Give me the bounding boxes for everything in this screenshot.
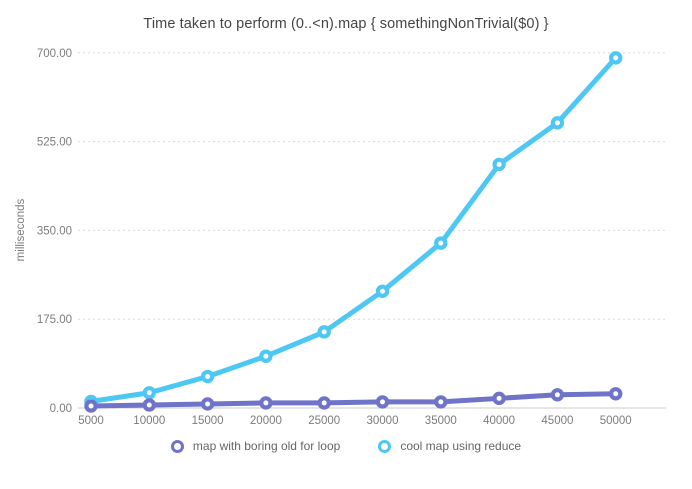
- data-point-marker[interactable]: [492, 157, 506, 172]
- series-line: [88, 55, 619, 404]
- data-point-marker[interactable]: [375, 395, 390, 409]
- x-tick-label: 40000: [483, 415, 515, 427]
- data-point-marker[interactable]: [550, 116, 565, 130]
- series-line: [88, 391, 619, 409]
- chart-title: Time taken to perform (0..<n).map { some…: [143, 16, 549, 32]
- data-point-marker[interactable]: [492, 391, 506, 406]
- x-tick-label: 50000: [600, 415, 632, 427]
- data-point-marker[interactable]: [609, 51, 623, 65]
- y-tick-label: 700.00: [37, 48, 72, 60]
- data-point-marker[interactable]: [317, 396, 331, 410]
- legend-ring-icon: [378, 439, 392, 453]
- legend-label: map with boring old for loop: [192, 439, 341, 453]
- data-point-marker[interactable]: [375, 284, 390, 298]
- data-point-marker[interactable]: [259, 349, 273, 363]
- data-point-marker[interactable]: [434, 236, 448, 250]
- y-tick-label: 175.00: [37, 314, 72, 326]
- data-point-marker[interactable]: [142, 386, 156, 400]
- x-tick-label: 15000: [192, 415, 224, 427]
- data-point-marker[interactable]: [259, 396, 273, 410]
- chart-legend: map with boring old for loop cool map usi…: [0, 439, 692, 453]
- x-tick-label: 25000: [308, 415, 340, 427]
- legend-ring-icon: [170, 439, 184, 453]
- y-tick-label: 350.00: [37, 225, 72, 237]
- data-point-marker[interactable]: [200, 369, 215, 384]
- legend-label: cool map using reduce: [400, 439, 522, 453]
- x-tick-label: 45000: [541, 415, 573, 427]
- data-point-marker[interactable]: [317, 325, 331, 339]
- data-point-marker[interactable]: [434, 395, 448, 409]
- data-point-marker[interactable]: [200, 397, 215, 411]
- x-tick-label: 5000: [78, 415, 104, 427]
- x-tick-label: 35000: [425, 415, 457, 427]
- legend-item[interactable]: cool map using reduce: [378, 439, 521, 453]
- y-tick-label: 0.00: [50, 403, 72, 415]
- y-tick-label: 525.00: [37, 137, 72, 149]
- data-point-marker[interactable]: [609, 387, 623, 401]
- data-point-marker[interactable]: [142, 398, 156, 412]
- x-tick-label: 10000: [133, 415, 165, 427]
- legend-item[interactable]: map with boring old for loop: [170, 439, 341, 453]
- x-tick-label: 20000: [250, 415, 282, 427]
- data-point-marker[interactable]: [84, 399, 98, 413]
- x-tick-label: 30000: [367, 415, 399, 427]
- data-point-marker[interactable]: [550, 388, 565, 402]
